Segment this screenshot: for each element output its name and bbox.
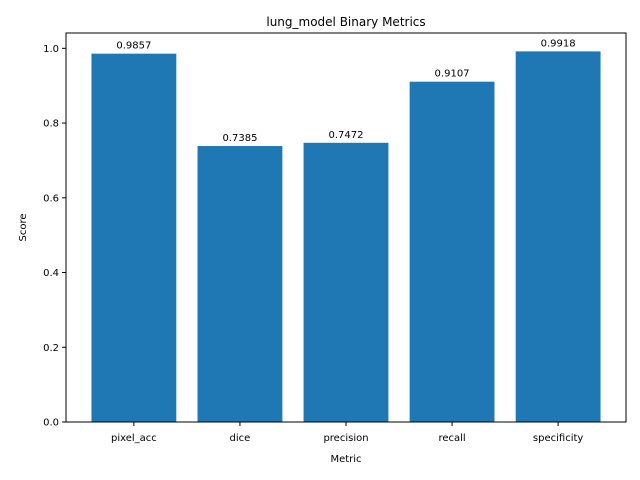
data-label-specificity: 0.9918 bbox=[541, 38, 576, 49]
y-tick-label-0.0: 0.0 bbox=[43, 418, 59, 429]
y-tick-label-0.6: 0.6 bbox=[43, 193, 59, 204]
data-labels: 0.9857 0.7385 0.7472 0.9107 0.9918 bbox=[116, 38, 575, 144]
y-axis-label: Score bbox=[18, 213, 29, 241]
bar-dice bbox=[197, 146, 283, 422]
y-tick-label-0.4: 0.4 bbox=[43, 268, 59, 279]
data-label-dice: 0.7385 bbox=[222, 133, 257, 144]
bar-pixel_acc bbox=[91, 53, 177, 422]
bars bbox=[91, 51, 601, 423]
chart-title: lung_model Binary Metrics bbox=[266, 15, 425, 29]
x-axis: pixel_acc dice precision recall specificity bbox=[111, 422, 583, 444]
x-tick-label-pixel_acc: pixel_acc bbox=[111, 433, 157, 444]
bar-precision bbox=[303, 142, 389, 423]
bar-specificity bbox=[515, 51, 601, 423]
data-label-precision: 0.7472 bbox=[329, 130, 364, 141]
x-tick-label-precision: precision bbox=[323, 433, 368, 444]
data-label-pixel_acc: 0.9857 bbox=[116, 41, 151, 52]
x-tick-label-dice: dice bbox=[230, 433, 251, 444]
x-tick-label-specificity: specificity bbox=[533, 433, 583, 444]
y-tick-label-0.2: 0.2 bbox=[43, 343, 59, 354]
x-tick-label-recall: recall bbox=[438, 433, 465, 444]
y-tick-label-0.8: 0.8 bbox=[43, 119, 59, 130]
y-tick-label-1.0: 1.0 bbox=[43, 44, 59, 55]
x-axis-label: Metric bbox=[330, 454, 361, 465]
y-axis: 0.0 0.2 0.4 0.6 0.8 1.0 bbox=[43, 44, 66, 429]
bar-recall bbox=[409, 81, 495, 422]
data-label-recall: 0.9107 bbox=[435, 69, 470, 80]
